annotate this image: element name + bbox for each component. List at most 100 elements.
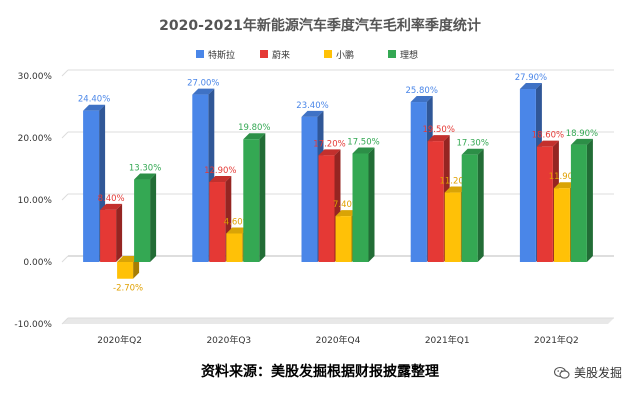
legend-label-0: 特斯拉 <box>208 49 235 61</box>
bar-top <box>192 88 215 95</box>
bar-front <box>100 209 117 262</box>
bar-front <box>192 94 209 262</box>
y-tick-label-0: -10.00% <box>14 320 52 330</box>
bar-front <box>553 188 570 262</box>
bar-front <box>352 153 369 262</box>
bar-front <box>461 154 478 262</box>
legend-swatch-0 <box>196 50 204 58</box>
bar-top <box>226 227 249 234</box>
bar-top <box>427 135 450 142</box>
bar-side <box>477 148 484 262</box>
gridline-diag-1 <box>61 255 69 263</box>
bar-front <box>335 216 352 262</box>
data-label-4-1: 18.60% <box>532 131 564 141</box>
bar-top <box>553 182 576 189</box>
bar-top <box>410 96 433 103</box>
legend-label-2: 小鹏 <box>336 49 354 61</box>
bar-top <box>243 133 266 140</box>
gridline-diag-3 <box>61 131 69 139</box>
bar-front <box>243 139 260 262</box>
bar-top <box>134 173 157 180</box>
gridline-diag-0 <box>61 317 69 325</box>
data-label-1-2: 4.60% <box>224 217 251 227</box>
bar-side <box>368 147 375 262</box>
x-tick-label-0: 2020年Q2 <box>97 334 142 346</box>
bar-front <box>209 182 226 262</box>
bar-3-3 <box>461 148 484 262</box>
x-tick-label-3: 2021年Q1 <box>425 334 470 346</box>
bar-top <box>570 138 593 145</box>
data-label-0-3: 13.30% <box>129 164 161 174</box>
data-label-3-0: 25.80% <box>405 86 437 96</box>
bar-0-3 <box>134 173 157 262</box>
bar-front <box>134 179 151 262</box>
data-label-0-1: 8.40% <box>98 194 125 204</box>
data-label-4-3: 18.90% <box>566 129 598 139</box>
x-tick-label-4: 2021年Q2 <box>534 334 579 346</box>
data-label-1-1: 12.90% <box>204 166 236 176</box>
bar-front <box>301 116 318 262</box>
bar-side <box>586 138 593 262</box>
gridline-diag-2 <box>61 193 69 201</box>
bar-front <box>318 155 335 262</box>
data-label-2-1: 17.20% <box>313 139 345 149</box>
y-tick-label-3: 20.00% <box>18 134 53 144</box>
data-label-4-2: 11.90% <box>549 172 581 182</box>
bar-1-3 <box>243 133 266 262</box>
bar-front <box>226 233 243 262</box>
y-tick-label-2: 10.00% <box>18 196 53 206</box>
data-label-3-1: 19.50% <box>422 125 454 135</box>
y-tick-label-1: 0.00% <box>23 258 52 268</box>
chart-title: 2020-2021年新能源汽车季度汽车毛利率季度统计 <box>159 17 481 34</box>
brand-name: 美股发掘 <box>573 366 622 380</box>
bar-top <box>83 104 106 111</box>
data-label-0-2: -2.70% <box>113 284 143 294</box>
bar-front <box>519 89 536 263</box>
bar-top <box>519 83 542 90</box>
data-label-3-3: 17.30% <box>456 139 488 149</box>
legend-swatch-1 <box>260 50 268 58</box>
bar-top <box>301 110 324 117</box>
y-tick-label-4: 30.00% <box>18 72 53 82</box>
x-tick-label-2: 2020年Q4 <box>316 334 361 346</box>
bar-top <box>352 147 375 154</box>
x-tick-label-1: 2020年Q3 <box>206 334 251 346</box>
bar-front <box>83 110 100 262</box>
bar-0-1 <box>100 203 123 262</box>
data-label-4-0: 27.90% <box>515 73 547 83</box>
legend-label-1: 蔚来 <box>272 49 290 61</box>
source-note: 资料来源：美股发掘根据财报披露整理 <box>201 364 439 380</box>
bar-side <box>259 133 266 262</box>
bar-top <box>444 186 467 193</box>
bar-front <box>536 146 553 262</box>
data-label-2-2: 7.40% <box>333 200 360 210</box>
chart-floor <box>62 318 614 324</box>
bar-2-3 <box>352 147 375 262</box>
legend-swatch-2 <box>324 50 332 58</box>
data-label-0-0: 24.40% <box>78 95 110 105</box>
brand-watermark: 美股发掘 <box>553 364 622 381</box>
data-label-2-0: 23.40% <box>296 101 328 111</box>
bar-top <box>117 256 140 262</box>
bar-top <box>536 140 559 147</box>
bar-side <box>116 203 123 262</box>
bar-top <box>335 210 358 217</box>
wechat-icon <box>553 366 570 379</box>
gridline-diag-4 <box>61 69 69 77</box>
data-label-1-3: 19.80% <box>238 123 270 133</box>
data-label-3-2: 11.20% <box>439 177 471 187</box>
legend-swatch-3 <box>388 50 396 58</box>
bar-top <box>318 149 341 156</box>
data-label-1-0: 27.00% <box>187 79 219 89</box>
data-label-2-3: 17.50% <box>347 138 379 148</box>
bar-top <box>461 148 484 155</box>
bar-top <box>209 176 232 183</box>
bar-4-3 <box>570 138 593 262</box>
bar-front <box>117 262 134 279</box>
legend-label-3: 理想 <box>400 49 418 61</box>
bar-top <box>100 203 123 210</box>
bar-front <box>444 192 461 262</box>
bar-side <box>150 173 157 262</box>
